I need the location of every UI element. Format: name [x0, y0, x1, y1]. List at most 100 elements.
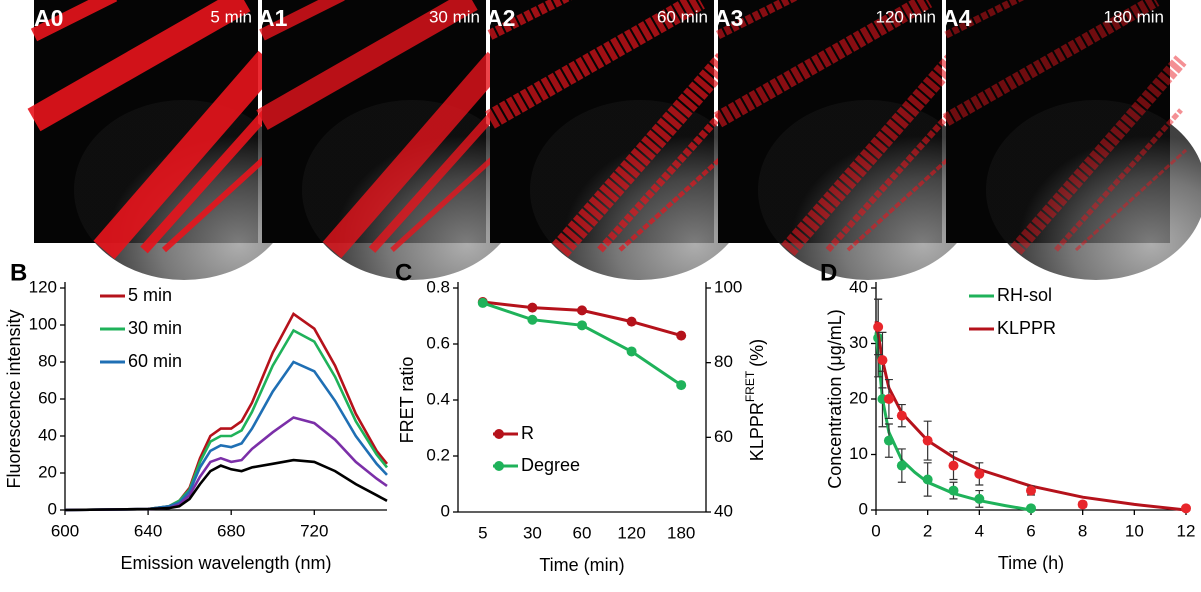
x-tick-label: 12	[1177, 521, 1196, 540]
point	[883, 435, 894, 446]
x-tick-label: 2	[923, 521, 932, 540]
point	[1077, 499, 1088, 510]
y-tick-label: 40	[849, 277, 868, 296]
legend-marker	[494, 429, 504, 439]
y2-tick-label: 40	[714, 501, 733, 520]
image-label: A4	[942, 5, 972, 31]
red-fiber	[846, 148, 960, 252]
series-line	[64, 360, 388, 512]
point	[676, 330, 687, 341]
point	[896, 460, 907, 471]
x-tick-label: 10	[1125, 521, 1144, 540]
x-tick-label: 180	[667, 523, 695, 542]
red-fiber	[368, 107, 501, 253]
x-tick-label: 60	[573, 523, 592, 542]
point	[877, 355, 888, 366]
red-fiber	[93, 50, 280, 260]
red-fiber	[161, 147, 277, 253]
x-tick-label: 6	[1026, 521, 1035, 540]
red-fiber	[597, 107, 728, 253]
image-time: 30 min	[429, 7, 480, 26]
red-fiber	[781, 54, 960, 256]
red-fiber	[485, 0, 705, 129]
red-fiber	[944, 0, 1025, 39]
point	[974, 493, 985, 504]
micrograph: A0 5 min	[27, 0, 294, 280]
red-fiber	[1074, 148, 1188, 252]
point	[626, 316, 637, 327]
image-label: A0	[34, 5, 63, 31]
point	[626, 346, 637, 357]
image-time: 180 min	[1104, 7, 1164, 26]
y-axis-label: Concentration (μg/mL)	[825, 309, 845, 488]
y-tick-label: 0.6	[426, 333, 450, 352]
x-tick-label: 600	[51, 521, 79, 540]
x-axis-label: Time (min)	[539, 555, 624, 575]
series-line	[64, 311, 389, 512]
panel-label: B	[10, 259, 27, 286]
x-tick-label: 680	[217, 521, 245, 540]
x-tick-label: 640	[134, 521, 162, 540]
tissue-region	[758, 100, 978, 280]
legend-label: RH-sol	[997, 285, 1052, 305]
y-tick-label: 60	[38, 388, 57, 407]
point	[974, 468, 985, 479]
red-fiber	[256, 0, 478, 130]
micrograph: A2 60 min	[485, 0, 750, 280]
image-time: 120 min	[876, 7, 936, 26]
micrograph: A3 120 min	[713, 0, 978, 280]
tissue-region	[530, 100, 750, 280]
red-fiber	[1054, 108, 1183, 252]
micrograph: A4 180 min	[942, 0, 1201, 280]
y-tick-label: 0.4	[426, 389, 450, 408]
y-tick-label: 100	[29, 314, 57, 333]
y-tick-label: 20	[38, 462, 57, 481]
point	[883, 394, 894, 404]
point	[477, 297, 488, 308]
y-tick-label: 20	[849, 388, 868, 407]
y-tick-label: 0	[859, 499, 868, 518]
legend-marker	[494, 461, 504, 471]
red-fiber	[487, 0, 572, 40]
red-fiber	[942, 0, 1160, 126]
series-line	[64, 416, 388, 512]
tissue-region	[302, 100, 522, 280]
y-tick-label: 0	[48, 499, 57, 518]
point	[1181, 503, 1191, 514]
y-tick-label: 30	[849, 333, 868, 352]
point	[922, 474, 933, 485]
image-time: 5 min	[210, 7, 252, 26]
point	[676, 380, 687, 391]
y-axis-label: Fluorescence intensity	[4, 309, 24, 488]
y2-tick-label: 80	[714, 352, 733, 371]
y2-axis-label: KLPPRFRET (%)	[743, 339, 767, 461]
x-axis-label: Emission wavelength (nm)	[120, 553, 331, 573]
red-fiber	[27, 0, 251, 132]
x-tick-label: 5	[478, 523, 487, 542]
point	[948, 460, 959, 471]
image-label: A2	[486, 5, 515, 31]
x-tick-label: 120	[617, 523, 645, 542]
point	[527, 302, 538, 313]
x-tick-label: 30	[523, 523, 542, 542]
y2-tick-label: 60	[714, 427, 733, 446]
series-line	[64, 328, 389, 512]
fit-line	[874, 332, 1032, 512]
y-tick-label: 0.8	[426, 277, 450, 296]
panel-label: D	[820, 259, 837, 286]
tissue-region	[74, 100, 294, 280]
image-time: 60 min	[657, 7, 708, 26]
y2-label-main: KLPPR	[747, 402, 767, 461]
red-fiber	[1010, 55, 1187, 255]
series-line	[64, 458, 388, 512]
point	[577, 320, 587, 331]
legend-label: 30 min	[128, 318, 182, 338]
y-tick-label: 0.2	[426, 445, 450, 464]
y-axis-label: FRET ratio	[397, 357, 417, 444]
legend-label: Degree	[521, 455, 580, 475]
point	[527, 314, 538, 325]
legend-label: KLPPR	[997, 318, 1056, 338]
image-label: A3	[714, 5, 743, 31]
